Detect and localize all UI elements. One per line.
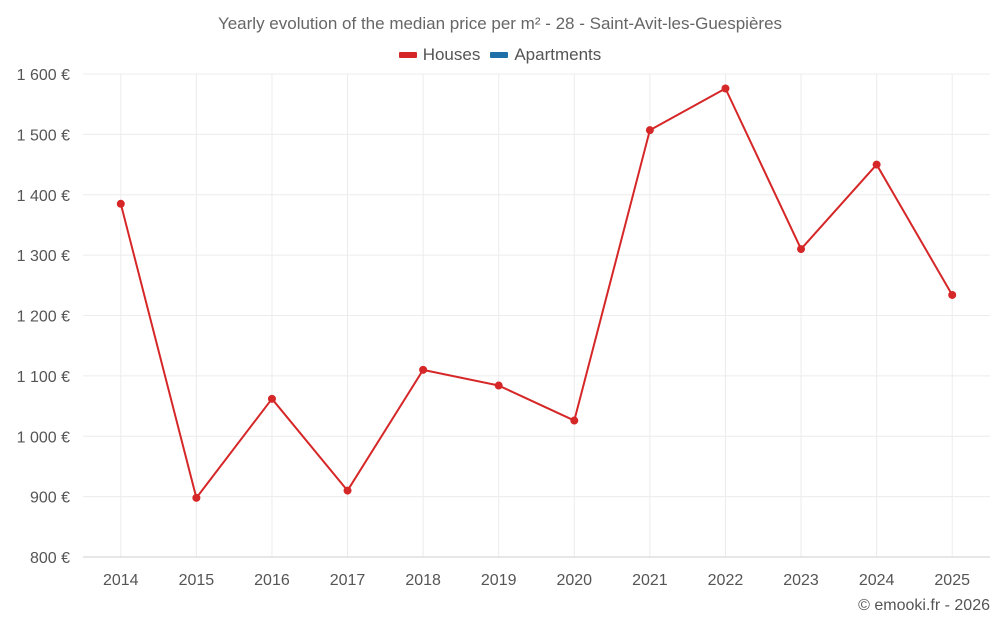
y-tick-label: 1 600 € [17, 67, 70, 84]
x-tick-label: 2016 [254, 572, 290, 589]
legend-label-apartments: Apartments [514, 45, 602, 64]
data-point [192, 493, 201, 502]
data-point [948, 290, 957, 299]
legend-label-houses: Houses [422, 45, 481, 64]
x-tick-label: 2022 [708, 572, 744, 589]
data-point [797, 245, 806, 254]
data-point [116, 199, 125, 208]
x-tick-label: 2019 [481, 572, 517, 589]
x-tick-label: 2025 [934, 572, 970, 589]
y-tick-label: 1 200 € [17, 309, 70, 326]
data-point [267, 394, 276, 403]
y-tick-label: 800 € [30, 550, 70, 567]
chart-title: Yearly evolution of the median price per… [217, 14, 783, 33]
series-line-houses [119, 87, 954, 499]
x-tick-label: 2020 [556, 572, 592, 589]
x-tick-label: 2024 [859, 572, 895, 589]
data-point [494, 381, 503, 390]
x-tick-label: 2015 [179, 572, 215, 589]
legend-item-houses[interactable]: Houses [398, 45, 481, 65]
x-tick-label: 2023 [783, 572, 819, 589]
y-tick-label: 1 000 € [17, 429, 70, 446]
data-point [419, 365, 428, 374]
data-point [570, 416, 579, 425]
data-point [721, 84, 730, 93]
legend-item-apartments[interactable]: Apartments [490, 45, 601, 65]
x-tick-label: 2017 [330, 572, 366, 589]
x-tick-label: 2021 [632, 572, 668, 589]
y-tick-label: 1 300 € [17, 248, 70, 265]
data-point [872, 160, 881, 169]
credit-text: © emooki.fr - 2026 [858, 597, 990, 614]
y-tick-label: 1 500 € [17, 127, 70, 144]
legend-swatch-apartments [490, 52, 509, 58]
legend-swatch-houses [398, 52, 417, 58]
x-tick-label: 2018 [405, 572, 441, 589]
y-tick-label: 1 400 € [17, 188, 70, 205]
data-point [645, 126, 654, 135]
x-tick-label: 2014 [103, 572, 139, 589]
legend: Houses Apartments [0, 45, 1000, 65]
y-tick-label: 1 100 € [17, 369, 70, 386]
data-point [343, 486, 352, 495]
y-tick-label: 900 € [30, 490, 70, 507]
